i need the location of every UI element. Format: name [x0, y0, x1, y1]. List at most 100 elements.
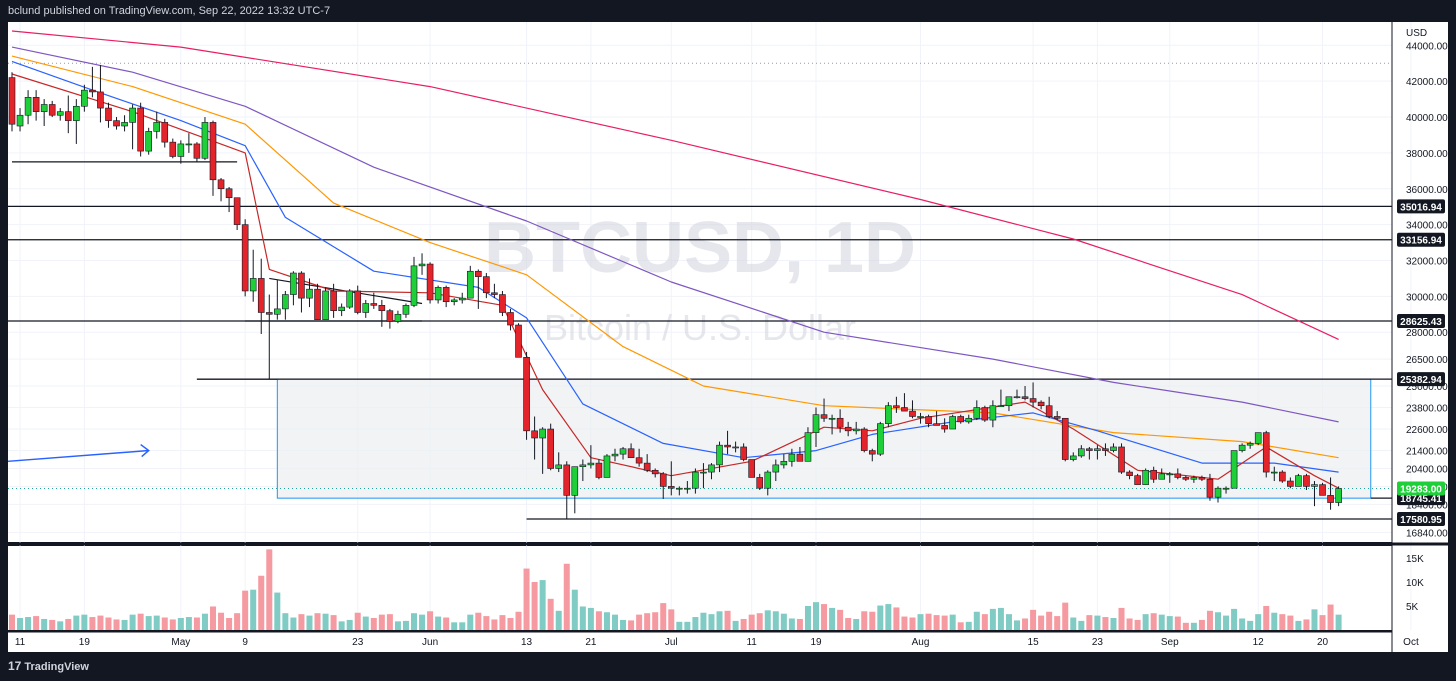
- volume-bar: [475, 612, 482, 630]
- candle-body: [290, 272, 297, 295]
- volume-bar: [1206, 610, 1213, 630]
- candle-body: [595, 462, 603, 478]
- volume-bar: [901, 616, 908, 630]
- price-chart[interactable]: BTCUSD, 1D Bitcoin / U.S. Dollar USD 44000.…: [0, 22, 1456, 652]
- volume-bar: [1022, 618, 1029, 630]
- candle-body: [499, 294, 506, 313]
- candle-body: [1182, 477, 1190, 480]
- candle-body: [314, 288, 321, 320]
- volume-bar: [1110, 618, 1117, 630]
- candle-body: [169, 141, 177, 157]
- volume-bar: [1094, 615, 1101, 630]
- volume-bar: [1223, 615, 1230, 630]
- volume-bar: [419, 614, 426, 630]
- volume-bar: [957, 622, 964, 630]
- candle-body: [796, 453, 804, 462]
- candle-body: [1037, 401, 1045, 407]
- candle-body: [274, 308, 281, 315]
- volume-bar: [587, 607, 594, 630]
- current-price-label: 19283.00: [1400, 485, 1442, 496]
- time-axis-background: [8, 632, 1392, 652]
- volume-tick-label: 5K: [1406, 602, 1419, 613]
- candle-body: [836, 417, 844, 428]
- candle-body: [81, 89, 88, 107]
- volume-bar: [354, 612, 361, 630]
- moving-average-line: [11, 46, 1339, 423]
- candle-body: [965, 417, 973, 423]
- candle-body: [282, 294, 289, 310]
- volume-bar: [1295, 620, 1302, 630]
- volume-bar: [467, 614, 474, 630]
- candle-body: [73, 105, 80, 121]
- volume-bar: [861, 611, 868, 630]
- tradingview-logo-icon[interactable]: 17 TradingView: [8, 652, 89, 681]
- time-tick-label: Jul: [665, 637, 678, 648]
- candle-body: [434, 287, 442, 301]
- volume-bar: [579, 606, 586, 630]
- level-price-tag: [1397, 199, 1445, 214]
- candle-body: [1102, 448, 1109, 451]
- candle-body: [338, 306, 345, 311]
- volume-bar: [1126, 618, 1133, 630]
- candle-body: [1053, 416, 1061, 419]
- volume-bar: [218, 612, 225, 630]
- time-tick-label: Oct: [1403, 637, 1419, 648]
- volume-bar: [97, 615, 104, 630]
- support-resistance-levels: [8, 205, 1392, 520]
- candle-body: [113, 120, 120, 127]
- candle-body: [40, 104, 48, 112]
- candles: [8, 65, 1342, 519]
- volume-bar: [837, 609, 844, 630]
- moving-average-line: [11, 55, 1339, 459]
- volume-bar: [1166, 616, 1173, 630]
- volume-bar: [740, 618, 747, 630]
- volume-tick-label: 15K: [1406, 554, 1424, 565]
- volume-bar: [845, 618, 852, 630]
- candle-body: [619, 448, 627, 455]
- candle-body: [852, 428, 860, 432]
- level-price-label: 17580.95: [1400, 515, 1442, 526]
- candle-body: [748, 459, 755, 478]
- candle-body: [997, 405, 1005, 408]
- volume-bar: [1190, 622, 1197, 630]
- candle-body: [764, 471, 772, 489]
- price-tick-label: 34000.00: [1406, 221, 1448, 232]
- candle-body: [1126, 471, 1133, 476]
- volume-bar: [708, 614, 715, 630]
- candle-body: [1222, 487, 1230, 490]
- volume-bar: [716, 611, 723, 630]
- candle-body: [933, 423, 940, 426]
- volume-bar: [1279, 614, 1286, 630]
- volume-bar: [411, 613, 417, 630]
- volume-bar: [185, 617, 192, 630]
- volume-bar: [1231, 608, 1238, 630]
- volume-bar: [1263, 606, 1270, 630]
- candle-body: [1094, 448, 1101, 451]
- candle-body: [177, 143, 185, 157]
- volume-bar: [732, 620, 739, 630]
- volume-bar: [65, 618, 72, 630]
- moving-average-line: [11, 60, 1339, 473]
- volume-bar: [700, 612, 707, 630]
- candle-body: [257, 278, 265, 313]
- candle-body: [450, 299, 458, 303]
- candle-body: [555, 464, 563, 469]
- candle-body: [1134, 475, 1141, 485]
- volume-bar: [314, 613, 321, 630]
- volume-bar: [499, 615, 506, 630]
- candle-body: [48, 104, 56, 116]
- candle-body: [949, 416, 956, 430]
- volume-bar: [571, 589, 578, 630]
- volume-bar: [821, 604, 828, 630]
- price-tick-label: 38000.00: [1406, 149, 1448, 160]
- volume-bar: [290, 617, 297, 630]
- candle-body: [523, 357, 530, 432]
- volume-bar: [1078, 620, 1085, 630]
- volume-bar: [435, 616, 442, 630]
- volume-bar: [796, 618, 803, 630]
- volume-bar: [394, 621, 401, 630]
- volume-bar: [459, 622, 466, 630]
- level-price-tag: [1397, 313, 1445, 328]
- candle-body: [1230, 450, 1238, 489]
- current-price-tag: [1397, 481, 1445, 496]
